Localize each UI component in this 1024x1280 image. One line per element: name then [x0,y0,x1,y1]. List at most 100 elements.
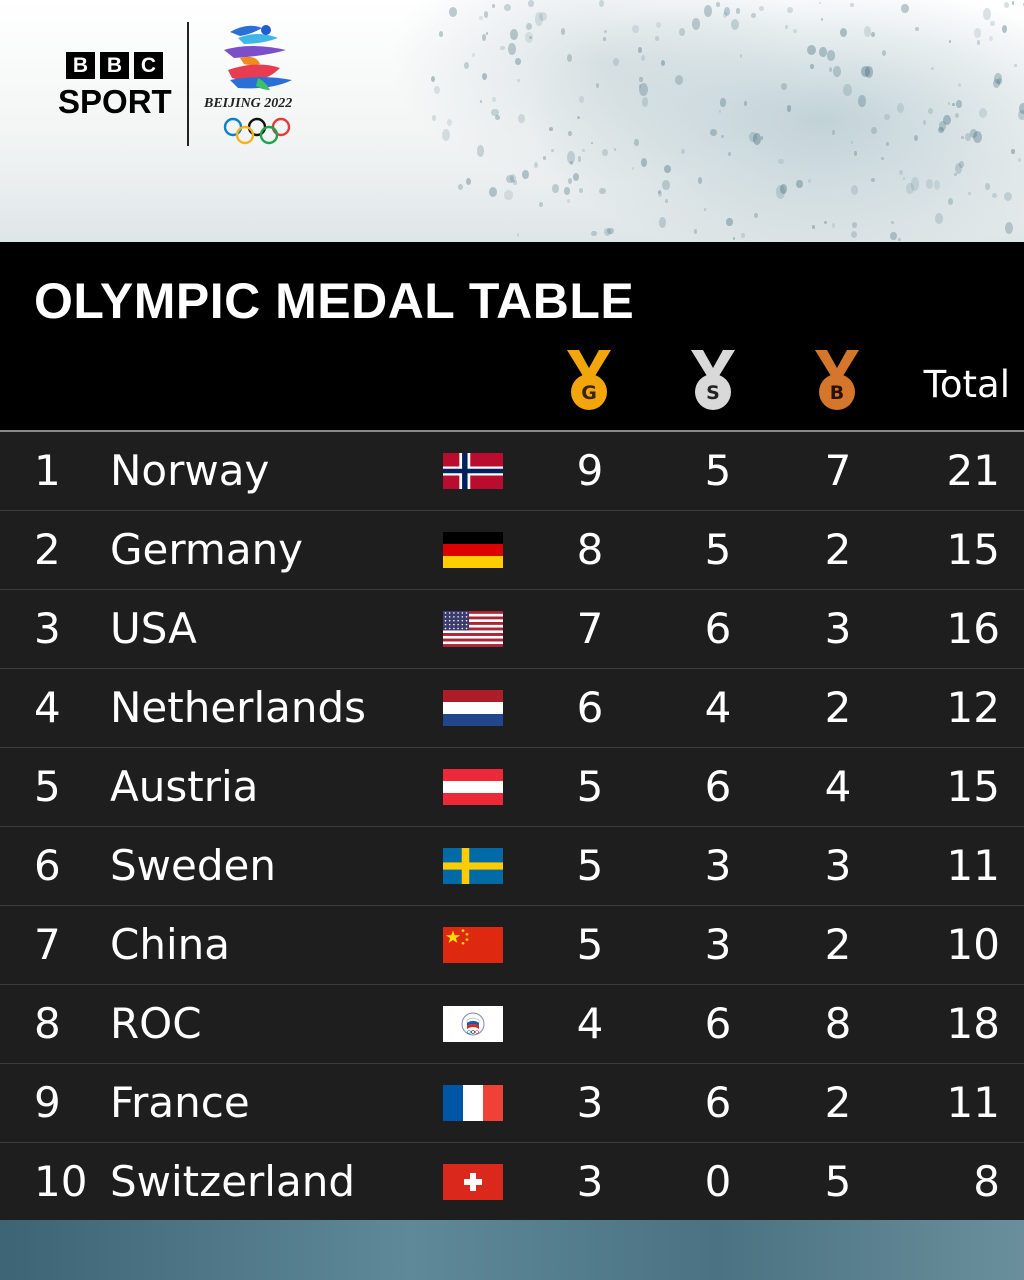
silver-medal-letter: S [706,382,720,404]
table-row-norway: 1 Norway 9 5 7 21 [0,432,1024,511]
medal-table-rows: 1 Norway 9 5 7 21 2 Germany 8 5 2 15 3 U… [0,432,1024,1222]
country-name: USA [110,604,197,653]
country-name: Norway [110,446,270,495]
bronze-count: 7 [824,446,852,495]
bronze-count: 2 [824,525,852,574]
rank-cell: 9 [34,1078,61,1127]
gold-count: 4 [576,999,604,1048]
total-count: 15 [946,525,1000,574]
gold-count: 5 [576,920,604,969]
rank-cell: 10 [34,1157,88,1206]
rank-cell: 4 [34,683,61,732]
country-name: Netherlands [110,683,367,732]
table-row-germany: 2 Germany 8 5 2 15 [0,511,1024,590]
usa-flag-icon [443,611,503,647]
gold-medal-icon: G [567,350,611,410]
bbc-block-2: B [100,52,129,79]
silver-count: 6 [704,1078,732,1127]
header-divider [0,430,1024,432]
rank-cell: 6 [34,841,61,890]
beijing-emblem-icon [224,25,292,90]
rank-cell: 8 [34,999,61,1048]
silver-count: 6 [704,999,732,1048]
silver-count: 4 [704,683,732,732]
bronze-count: 3 [824,841,852,890]
total-count: 18 [946,999,1000,1048]
gold-count: 3 [576,1078,604,1127]
switzerland-flag-icon [443,1164,503,1200]
table-row-austria: 5 Austria 5 6 4 15 [0,748,1024,827]
country-name: Germany [110,525,304,574]
bbc-block-1: B [66,52,95,79]
netherlands-flag-icon [443,690,503,726]
silver-count: 3 [704,841,732,890]
germany-flag-icon [443,532,503,568]
silver-medal-icon: S [691,350,735,410]
table-row-usa: 3 USA 7 6 3 16 [0,590,1024,669]
total-count: 12 [946,683,1000,732]
bronze-count: 3 [824,604,852,653]
bronze-count: 8 [824,999,852,1048]
china-flag-icon [443,927,503,963]
bbc-blocks: B B C [66,52,170,79]
table-header-bar [0,242,1024,430]
bronze-medal-letter: B [830,382,844,404]
rank-cell: 1 [34,446,61,495]
gold-count: 3 [576,1157,604,1206]
bbc-block-3: C [134,52,163,79]
france-flag-icon [443,1085,503,1121]
country-name: Austria [110,762,259,811]
rank-cell: 7 [34,920,61,969]
table-row-france: 9 France 3 6 2 11 [0,1064,1024,1143]
header-banner: B B C SPORT BEIJING 2022 [0,0,1024,242]
olympic-rings-icon [223,117,291,145]
country-name: France [110,1078,250,1127]
gold-medal-letter: G [581,382,597,404]
silver-count: 3 [704,920,732,969]
gold-count: 7 [576,604,604,653]
country-name: ROC [110,999,202,1048]
footer-ice-strip [0,1220,1024,1280]
silver-count: 6 [704,762,732,811]
silver-count: 6 [704,604,732,653]
rank-cell: 2 [34,525,61,574]
total-count: 16 [946,604,1000,653]
roc-flag-icon [443,1006,503,1042]
country-name: Sweden [110,841,276,890]
beijing-2022-text: BEIJING 2022 [204,96,293,111]
country-name: China [110,920,230,969]
silver-count: 0 [704,1157,732,1206]
country-name: Switzerland [110,1157,355,1206]
bbc-sport-logo: B B C SPORT [58,52,172,120]
gold-count: 6 [576,683,604,732]
table-row-china: 7 China 5 3 2 10 [0,906,1024,985]
logo-divider [187,22,189,146]
total-count: 11 [946,841,1000,890]
beijing-2022-logo: BEIJING 2022 [200,20,312,150]
bronze-count: 2 [824,683,852,732]
silver-count: 5 [704,525,732,574]
total-count: 21 [946,446,1000,495]
gold-count: 5 [576,841,604,890]
total-count: 11 [946,1078,1000,1127]
total-column-header: Total [923,363,1010,406]
silver-count: 5 [704,446,732,495]
page-title: OLYMPIC MEDAL TABLE [34,273,635,329]
bronze-medal-icon: B [815,350,859,410]
bronze-count: 4 [824,762,852,811]
rank-cell: 3 [34,604,61,653]
gold-count: 9 [576,446,604,495]
table-row-switzerland: 10 Switzerland 3 0 5 8 [0,1143,1024,1222]
table-row-netherlands: 4 Netherlands 6 4 2 12 [0,669,1024,748]
table-row-roc: 8 ROC 4 6 8 18 [0,985,1024,1064]
total-count: 15 [946,762,1000,811]
total-count: 10 [946,920,1000,969]
norway-flag-icon [443,453,503,489]
sweden-flag-icon [443,848,503,884]
gold-count: 8 [576,525,604,574]
total-count: 8 [973,1157,1000,1206]
bronze-count: 5 [824,1157,852,1206]
bronze-count: 2 [824,1078,852,1127]
austria-flag-icon [443,769,503,805]
sport-wordmark: SPORT [58,83,172,120]
